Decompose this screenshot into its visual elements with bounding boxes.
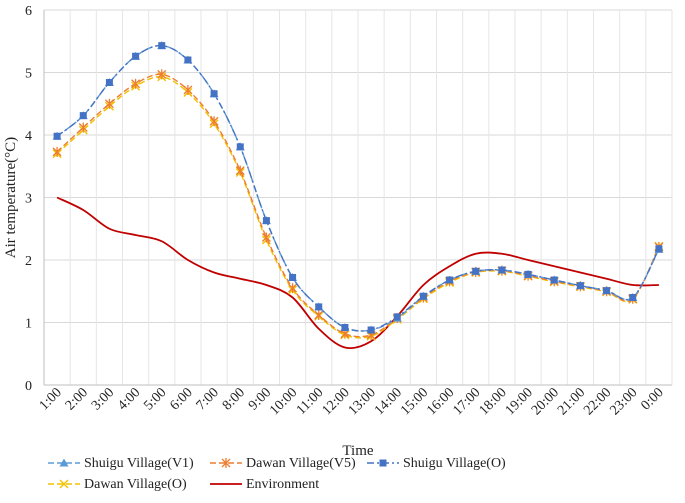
data-point (78, 122, 88, 133)
x-tick-label: 23:00 (607, 385, 640, 418)
data-point (289, 274, 297, 281)
legend: Shuigu Village(V1) Dawan Village(V5) Shuig… (48, 456, 506, 492)
y-tick-label: 6 (25, 4, 32, 19)
x-tick-label: 12:00 (320, 385, 353, 418)
legend-item: Shuigu Village(V1) (48, 456, 194, 471)
data-point (315, 303, 323, 311)
data-point (261, 232, 271, 243)
x-tick-label: 6:00 (168, 385, 196, 413)
data-point (52, 146, 62, 157)
data-point (132, 52, 140, 60)
data-point (262, 217, 270, 225)
data-point (576, 282, 584, 290)
y-axis-title: Air temperature(°C) (3, 137, 19, 258)
y-tick-label: 4 (25, 129, 32, 144)
data-point (603, 287, 611, 295)
legend-label: Dawan Village(V5) (246, 456, 356, 471)
legend-item: Shuigu Village(O) (367, 456, 506, 471)
data-point (629, 294, 637, 301)
x-tick-label: 22:00 (581, 385, 614, 418)
legend-label: Shuigu Village(V1) (84, 456, 194, 471)
legend-item: Dawan Village(V5) (210, 456, 356, 471)
data-point (157, 69, 167, 80)
x-tick-label: 3:00 (89, 385, 117, 413)
legend-label: Shuigu Village(O) (403, 456, 506, 471)
legend-label: Dawan Village(O) (84, 477, 187, 492)
y-tick-label: 3 (25, 192, 32, 207)
series-line (56, 73, 660, 338)
y-tick-label: 0 (25, 379, 32, 394)
x-tick-label: 7:00 (194, 385, 222, 413)
data-point (655, 245, 663, 253)
data-point (158, 42, 166, 50)
x-tick-label: 2:00 (63, 385, 91, 413)
data-point (524, 270, 532, 278)
x-tick-label: 17:00 (450, 385, 483, 418)
data-point (104, 98, 114, 109)
data-point (314, 310, 324, 320)
series-2 (53, 42, 663, 334)
legend-marker (379, 459, 387, 467)
data-point (236, 143, 244, 151)
x-tick-label: 21:00 (555, 385, 588, 418)
series-line (56, 196, 659, 350)
data-point (472, 267, 480, 275)
data-point (341, 324, 349, 331)
x-tick-label: 5:00 (141, 385, 169, 413)
data-point (79, 112, 87, 120)
legend-marker (59, 458, 69, 467)
x-tick-label: 1:00 (37, 385, 65, 413)
x-tick-label: 18:00 (477, 385, 510, 418)
data-point (550, 276, 558, 284)
x-tick-label: 14:00 (372, 385, 405, 418)
data-point (393, 313, 401, 321)
data-point (184, 56, 192, 64)
y-tick-label: 2 (25, 254, 32, 269)
x-tick-label: 15:00 (398, 385, 431, 418)
y-tick-label: 1 (25, 317, 32, 332)
legend-label: Environment (246, 477, 319, 492)
data-point (367, 326, 375, 334)
data-point (105, 79, 113, 86)
data-point (53, 132, 61, 140)
legend-marker (221, 458, 231, 468)
data-point (209, 116, 219, 127)
data-point (419, 292, 427, 300)
legend-item: Dawan Village(O) (48, 477, 187, 492)
data-point (183, 85, 193, 95)
series-layer (52, 41, 664, 350)
data-point (131, 78, 141, 89)
x-tick-label: 16:00 (424, 385, 457, 418)
data-point (288, 283, 298, 294)
x-axis-title: Time (342, 443, 373, 459)
x-tick-label: 0:00 (639, 385, 667, 413)
legend-marker (59, 479, 69, 489)
series-4 (56, 196, 659, 350)
x-tick-label: 8:00 (220, 385, 248, 413)
data-point (235, 165, 245, 176)
data-point (446, 276, 454, 284)
x-tick-label: 13:00 (346, 385, 379, 418)
x-tick-label: 19:00 (503, 385, 536, 418)
x-tick-label: 11:00 (294, 385, 327, 418)
data-point (210, 90, 218, 98)
x-tick-label: 4:00 (115, 385, 143, 413)
x-tick-label: 20:00 (529, 385, 562, 418)
x-tick-label: 10:00 (267, 385, 300, 418)
y-tick-label: 5 (25, 67, 32, 82)
gridlines (43, 9, 673, 386)
legend-item: Environment (210, 477, 319, 492)
data-point (498, 266, 506, 274)
